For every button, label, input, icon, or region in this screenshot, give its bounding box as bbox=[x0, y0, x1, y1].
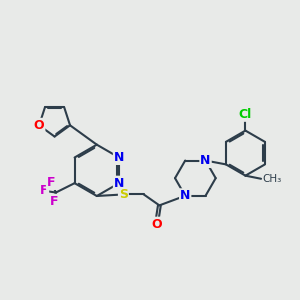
Text: N: N bbox=[114, 151, 124, 164]
Text: N: N bbox=[114, 177, 124, 190]
Text: F: F bbox=[50, 195, 58, 208]
Text: CH₃: CH₃ bbox=[262, 174, 282, 184]
Text: N: N bbox=[200, 154, 211, 167]
Text: O: O bbox=[152, 218, 162, 231]
Text: O: O bbox=[34, 119, 44, 132]
Text: F: F bbox=[47, 176, 56, 189]
Text: N: N bbox=[180, 189, 190, 202]
Text: F: F bbox=[40, 184, 48, 197]
Text: Cl: Cl bbox=[239, 108, 252, 121]
Text: S: S bbox=[119, 188, 128, 201]
